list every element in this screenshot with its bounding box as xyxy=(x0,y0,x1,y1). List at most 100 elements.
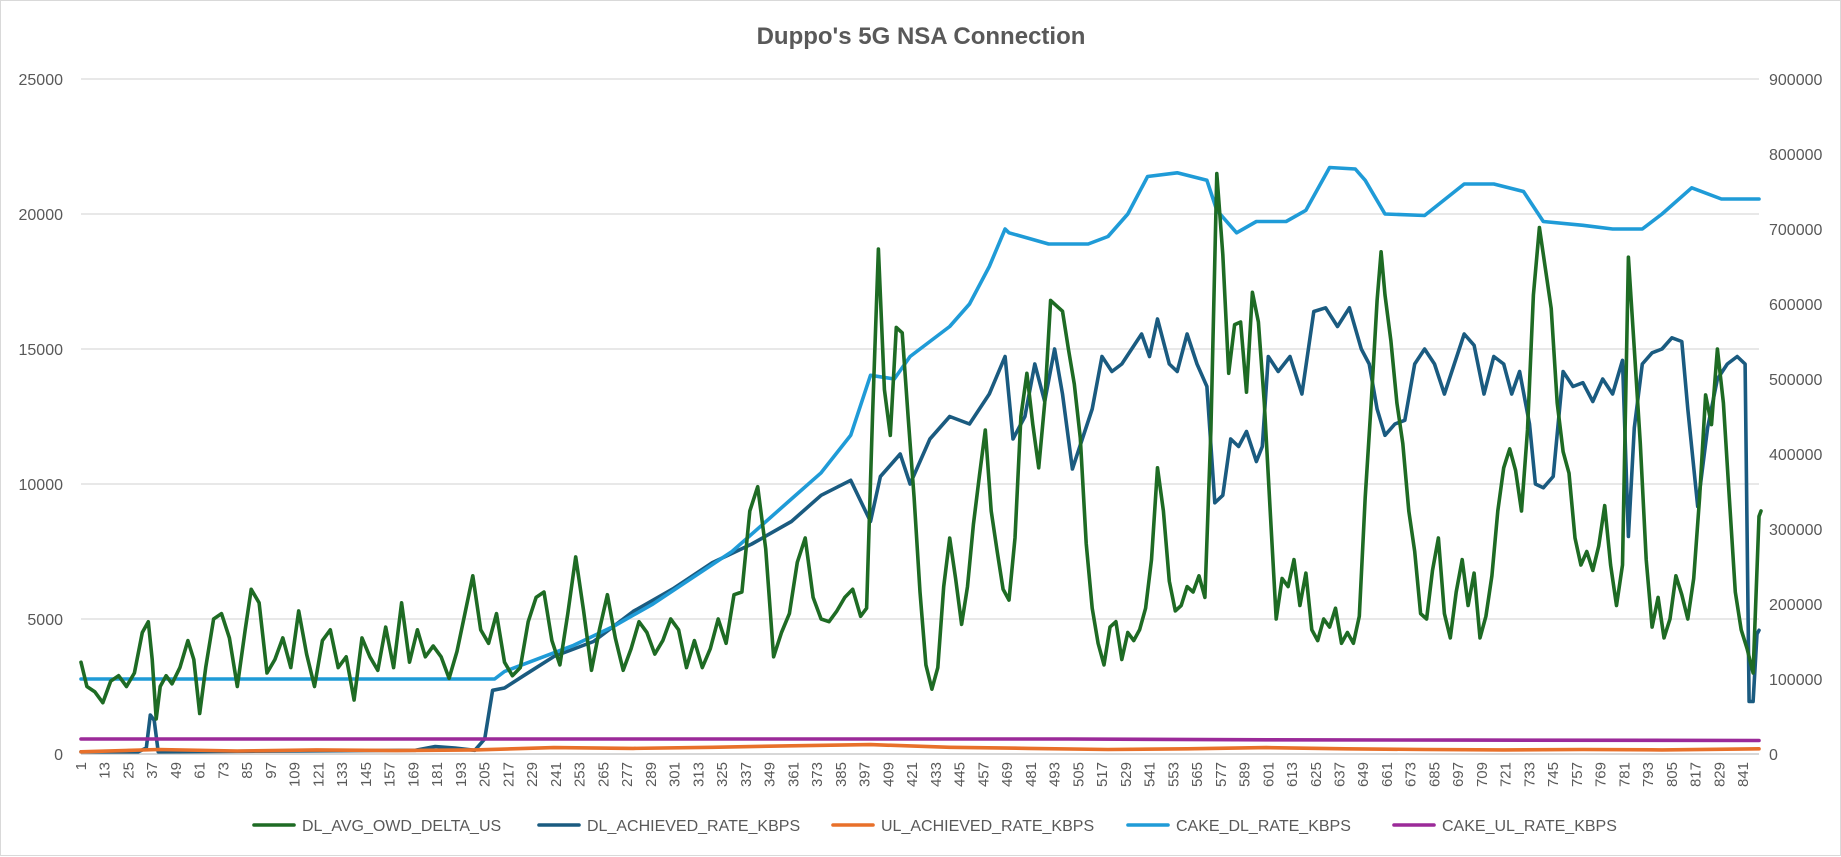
x-tick-label: 121 xyxy=(310,762,327,787)
x-tick-label: 589 xyxy=(1237,762,1254,787)
x-tick-label: 25 xyxy=(120,762,137,779)
x-tick-label: 793 xyxy=(1640,762,1657,787)
x-tick-label: 325 xyxy=(714,762,731,787)
y-left-tick-label: 15000 xyxy=(19,342,64,359)
x-tick-label: 205 xyxy=(477,762,494,787)
x-tick-label: 241 xyxy=(548,762,565,787)
x-tick-label: 349 xyxy=(762,762,779,787)
x-tick-label: 433 xyxy=(928,762,945,787)
x-tick-label: 733 xyxy=(1521,762,1538,787)
x-tick-label: 613 xyxy=(1284,762,1301,787)
x-tick-label: 565 xyxy=(1189,762,1206,787)
legend: DL_AVG_OWD_DELTA_US DL_ACHIEVED_RATE_KBPS… xyxy=(252,818,1617,835)
x-tick-label: 529 xyxy=(1118,762,1135,787)
x-tick-label: 265 xyxy=(595,762,612,787)
x-tick-label: 157 xyxy=(382,762,399,787)
x-tick-label: 745 xyxy=(1545,762,1562,787)
x-tick-label: 709 xyxy=(1474,762,1491,787)
x-tick-label: 217 xyxy=(500,762,517,787)
right-y-axis: 0 100000 200000 300000 400000 500000 600000 700… xyxy=(1769,72,1822,764)
legend-label: CAKE_DL_RATE_KBPS xyxy=(1176,818,1351,835)
legend-label: UL_ACHIEVED_RATE_KBPS xyxy=(881,818,1094,835)
y-left-tick-label: 5000 xyxy=(27,612,63,629)
x-tick-label: 229 xyxy=(524,762,541,787)
x-tick-label: 457 xyxy=(975,762,992,787)
x-tick-label: 169 xyxy=(405,762,422,787)
series-line-cake-ul-rate-kbps xyxy=(79,737,1761,743)
chart-title: Duppo's 5G NSA Connection xyxy=(757,23,1086,50)
x-tick-label: 289 xyxy=(643,762,660,787)
x-tick-label: 313 xyxy=(690,762,707,787)
x-tick-label: 97 xyxy=(263,762,280,779)
x-tick-label: 61 xyxy=(192,762,209,779)
x-tick-label: 409 xyxy=(880,762,897,787)
series-lines xyxy=(79,165,1763,754)
x-tick-label: 109 xyxy=(287,762,304,787)
x-tick-label: 601 xyxy=(1260,762,1277,787)
series-line-ul-achieved-rate-kbps xyxy=(79,742,1761,754)
y-right-tick-label: 700000 xyxy=(1769,222,1822,239)
x-tick-label: 805 xyxy=(1664,762,1681,787)
x-tick-label: 829 xyxy=(1711,762,1728,787)
x-tick-label: 361 xyxy=(785,762,802,787)
y-right-tick-label: 200000 xyxy=(1769,597,1822,614)
x-tick-label: 1 xyxy=(73,762,90,770)
x-tick-label: 505 xyxy=(1070,762,1087,787)
x-tick-label: 13 xyxy=(97,762,114,779)
x-tick-label: 661 xyxy=(1379,762,1396,787)
y-left-tick-label: 10000 xyxy=(19,477,64,494)
x-tick-label: 469 xyxy=(999,762,1016,787)
x-tick-label: 373 xyxy=(809,762,826,787)
y-right-tick-label: 500000 xyxy=(1769,372,1822,389)
x-tick-label: 85 xyxy=(239,762,256,779)
x-tick-label: 685 xyxy=(1426,762,1443,787)
x-tick-label: 625 xyxy=(1308,762,1325,787)
y-right-tick-label: 100000 xyxy=(1769,672,1822,689)
x-tick-label: 541 xyxy=(1142,762,1159,787)
y-right-tick-label: 600000 xyxy=(1769,297,1822,314)
x-tick-label: 301 xyxy=(667,762,684,787)
x-tick-label: 397 xyxy=(857,762,874,787)
x-tick-label: 577 xyxy=(1213,762,1230,787)
x-tick-label: 493 xyxy=(1047,762,1064,787)
series-line-dl-achieved-rate-kbps xyxy=(79,306,1761,754)
x-tick-label: 253 xyxy=(572,762,589,787)
x-tick-label: 133 xyxy=(334,762,351,787)
legend-label: DL_AVG_OWD_DELTA_US xyxy=(302,818,501,835)
legend-label: DL_ACHIEVED_RATE_KBPS xyxy=(587,818,800,835)
x-tick-label: 145 xyxy=(358,762,375,787)
legend-label: CAKE_UL_RATE_KBPS xyxy=(1442,818,1617,835)
series-line-cake-dl-rate-kbps xyxy=(79,165,1761,681)
x-tick-label: 697 xyxy=(1450,762,1467,787)
x-tick-label: 481 xyxy=(1023,762,1040,787)
x-tick-label: 181 xyxy=(429,762,446,787)
y-right-tick-label: 800000 xyxy=(1769,147,1822,164)
x-tick-label: 553 xyxy=(1165,762,1182,787)
x-tick-label: 781 xyxy=(1616,762,1633,787)
x-tick-label: 445 xyxy=(952,762,969,787)
y-left-tick-label: 20000 xyxy=(19,207,64,224)
x-axis: 1 13 25 37 49 61 73 85 97 109 121 133 145 157 169 181 19… xyxy=(73,753,1759,787)
y-right-tick-label: 0 xyxy=(1769,747,1778,764)
x-tick-label: 277 xyxy=(619,762,636,787)
x-tick-label: 649 xyxy=(1355,762,1372,787)
left-y-axis: 0 5000 10000 15000 20000 25000 xyxy=(19,72,64,764)
x-tick-label: 49 xyxy=(168,762,185,779)
x-tick-label: 517 xyxy=(1094,762,1111,787)
x-tick-label: 385 xyxy=(833,762,850,787)
x-tick-label: 73 xyxy=(215,762,232,779)
x-tick-label: 421 xyxy=(904,762,921,787)
x-tick-label: 37 xyxy=(144,762,161,779)
y-right-tick-label: 300000 xyxy=(1769,522,1822,539)
y-left-tick-label: 25000 xyxy=(19,72,64,89)
y-right-tick-label: 400000 xyxy=(1769,447,1822,464)
y-right-tick-label: 900000 xyxy=(1769,72,1822,89)
series-line-dl-avg-owd-delta-us xyxy=(79,171,1763,721)
y-left-tick-label: 0 xyxy=(54,747,63,764)
x-tick-label: 721 xyxy=(1498,762,1515,787)
x-tick-label: 769 xyxy=(1593,762,1610,787)
x-tick-label: 757 xyxy=(1569,762,1586,787)
x-tick-label: 637 xyxy=(1332,762,1349,787)
